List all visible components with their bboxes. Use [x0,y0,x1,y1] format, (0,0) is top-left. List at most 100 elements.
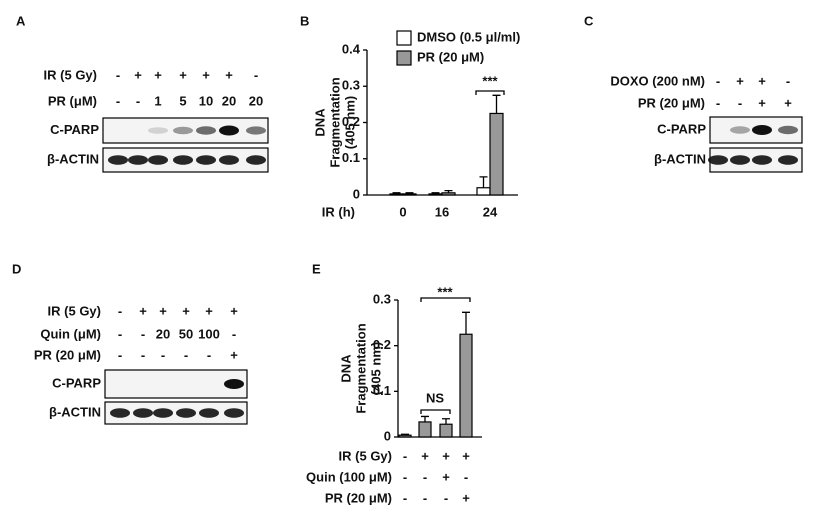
lane-symbol: - [738,95,742,110]
band-label: C-PARP [657,121,706,136]
bar [398,434,412,438]
y-axis-label: Fragmentation [327,77,342,167]
lane-symbol: + [736,73,744,88]
lane-symbol: 10 [199,93,213,108]
lane-symbol: + [462,448,470,463]
bar [489,112,504,196]
band [110,408,130,418]
lane-symbol: - [716,95,720,110]
lane-symbol: - [184,347,188,362]
row-label: IR (5 Gy) [339,448,392,463]
lane-symbol: + [784,95,792,110]
band [708,155,728,165]
lane-symbol: + [462,490,470,505]
error-bar [401,433,409,436]
x-tick-label: 0 [399,204,406,219]
error-bar [421,415,429,422]
lane-symbol: 20 [156,326,170,341]
error-bar [444,190,453,193]
band-label: C-PARP [52,375,101,390]
band [224,379,244,389]
row-label: PR (μM) [48,93,97,108]
legend-label: DMSO (0.5 μl/ml) [417,29,520,44]
band [730,155,750,165]
panel-label: D [12,261,21,276]
lane-symbol: - [403,448,407,463]
legend-label: PR (20 μM) [417,49,484,64]
bar [459,333,473,438]
lane-symbol: - [118,347,122,362]
y-tick-label: 0 [384,428,391,443]
band [148,155,168,165]
error-bar [442,418,450,425]
lane-symbol: + [202,67,210,82]
lane-symbol: - [403,490,407,505]
y-axis-label: (405 nm) [342,96,357,149]
bar [441,192,456,196]
lane-symbol: 20 [249,93,263,108]
x-axis-label: IR (h) [322,204,355,219]
x-tick-label: 16 [435,204,449,219]
legend-swatch [396,50,412,66]
error-bar [392,192,401,194]
bar [439,423,453,438]
lane-symbol: - [716,73,720,88]
sig-bracket [420,297,471,302]
lane-symbol: - [118,326,122,341]
bar [418,421,432,438]
lane-symbol: + [758,73,766,88]
panel-label: A [16,13,26,28]
y-axis-label: DNA [338,354,353,383]
lane-symbol: - [161,347,165,362]
lane-symbol: + [421,448,429,463]
y-tick-label: 0.2 [373,337,391,352]
lane-symbol: - [403,469,407,484]
band [128,155,148,165]
lane-symbol: - [423,490,427,505]
row-label: PR (20 μM) [325,490,392,505]
band [778,125,798,135]
row-label: IR (5 Gy) [48,303,101,318]
bar [476,187,491,196]
band [246,126,266,135]
lane-symbol: + [179,67,187,82]
y-axis-label: (405 nm) [368,342,383,395]
lane-symbol: + [134,67,142,82]
band [173,126,193,135]
error-bar [405,192,414,194]
y-tick-label: 0.1 [373,383,391,398]
band-label: β-ACTIN [47,151,99,166]
panel-label: E [312,261,321,276]
row-label: Quin (100 μM) [306,469,392,484]
y-axis-label: DNA [312,108,327,137]
band [173,155,193,165]
lane-symbol: 100 [198,326,220,341]
error-bar [462,311,470,335]
legend-swatch [396,30,412,46]
lane-symbol: 5 [179,93,186,108]
band-label: β-ACTIN [654,151,706,166]
lane-symbol: - [116,93,120,108]
row-label: DOXO (200 nM) [610,73,705,88]
y-axis-label: Fragmentation [353,323,368,413]
bar [402,193,417,196]
band [196,155,216,165]
band [148,127,168,134]
band [246,155,266,165]
band [133,408,153,418]
lane-symbol: - [232,326,236,341]
lane-symbol: - [207,347,211,362]
band [196,126,216,135]
annotation: *** [437,284,453,299]
band [752,125,772,135]
lane-symbol: - [136,93,140,108]
lane-symbol: - [118,303,122,318]
band [199,408,219,418]
bar [428,193,443,196]
lane-symbol: + [159,303,167,318]
lane-symbol: - [444,490,448,505]
lane-symbol: + [205,303,213,318]
error-bar [431,192,440,194]
lane-symbol: - [141,326,145,341]
